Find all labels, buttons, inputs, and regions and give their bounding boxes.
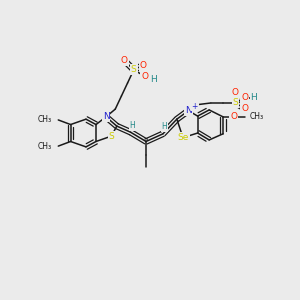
Text: O: O (141, 71, 148, 80)
Text: S: S (131, 65, 137, 74)
Text: H: H (129, 121, 135, 130)
Text: S: S (109, 132, 114, 141)
Text: H: H (250, 93, 257, 102)
Text: H: H (162, 122, 167, 131)
Text: O: O (232, 88, 239, 97)
Text: O: O (241, 93, 248, 102)
Text: S: S (232, 98, 238, 107)
Text: CH₃: CH₃ (250, 112, 264, 121)
Text: O: O (241, 104, 248, 113)
Text: CH₃: CH₃ (38, 116, 52, 124)
Text: Se: Se (177, 133, 189, 142)
Text: CH₃: CH₃ (38, 142, 52, 151)
Text: +: + (191, 102, 198, 111)
Text: N: N (185, 106, 192, 115)
Text: O: O (140, 61, 146, 70)
Text: N: N (103, 112, 110, 121)
Text: H: H (150, 75, 157, 84)
Text: O: O (230, 112, 237, 121)
Text: O: O (121, 56, 128, 65)
